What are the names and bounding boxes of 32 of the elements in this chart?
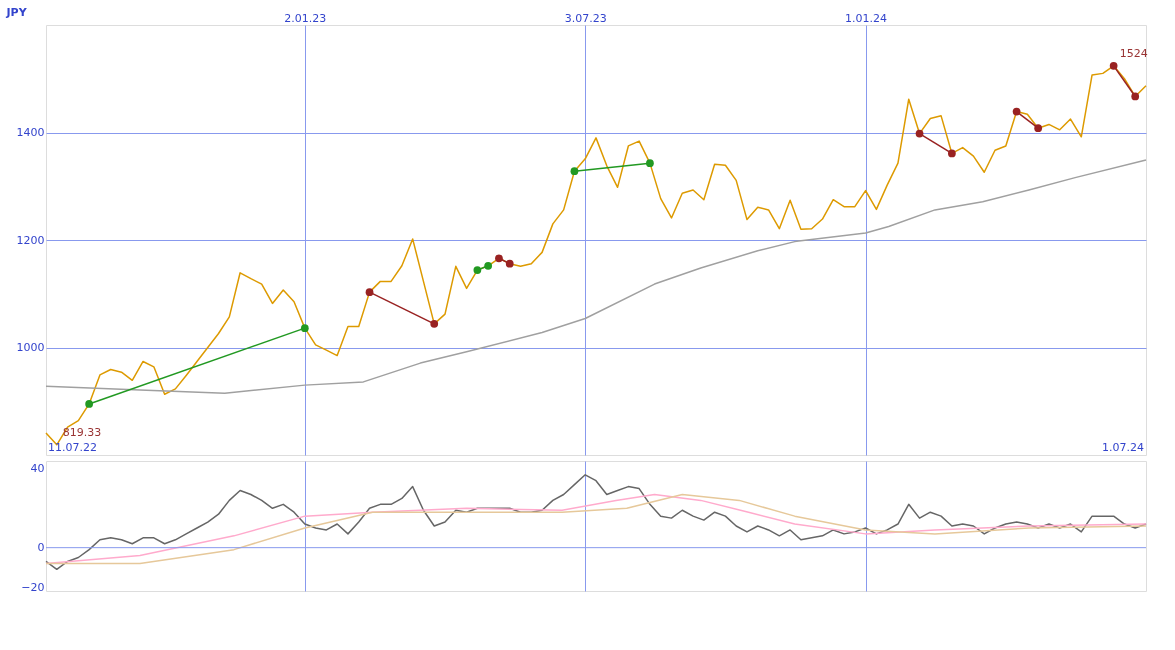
point xyxy=(948,149,956,158)
x-tick-label: 1.01.24 xyxy=(845,11,888,25)
point xyxy=(915,129,924,138)
point xyxy=(1034,124,1043,133)
annotation: 1524 xyxy=(1119,46,1148,60)
point xyxy=(300,324,309,333)
point xyxy=(484,261,493,270)
point xyxy=(1109,61,1118,70)
y-tick-label: 1000 xyxy=(16,341,45,354)
y-tick-label: 0 xyxy=(37,541,45,555)
y-axis-title: JPY xyxy=(5,5,28,19)
x-tick-label: 2.01.23 xyxy=(284,11,327,25)
line-series xyxy=(45,493,1147,565)
point xyxy=(646,159,654,167)
annotation: 1.07.24 xyxy=(1102,441,1144,454)
line-series xyxy=(45,159,1147,394)
point xyxy=(505,259,514,268)
point xyxy=(365,288,374,296)
point xyxy=(1012,107,1021,116)
y-tick-label: 40 xyxy=(30,462,45,476)
annotation: 819.33 xyxy=(62,425,102,439)
x-tick-label: 3.07.23 xyxy=(564,11,607,25)
point xyxy=(473,266,482,274)
annotation: 11.07.22 xyxy=(48,441,97,454)
y-tick-label: −20 xyxy=(21,580,45,594)
point xyxy=(570,167,579,176)
point xyxy=(85,400,94,408)
y-tick-label: 1400 xyxy=(16,126,45,139)
point xyxy=(430,319,439,328)
point xyxy=(1131,92,1140,101)
point xyxy=(495,254,503,263)
y-tick-label: 1200 xyxy=(16,233,45,247)
